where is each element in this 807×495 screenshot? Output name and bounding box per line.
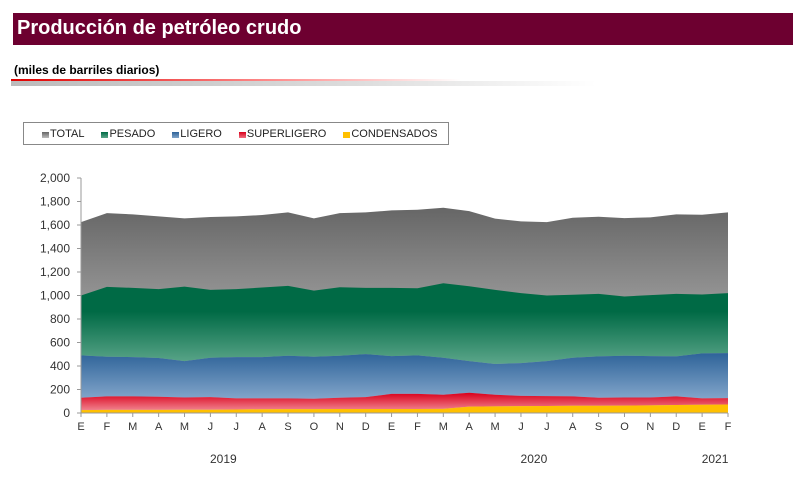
legend-swatch [42, 131, 49, 138]
x-tick-label: M [490, 421, 499, 433]
x-tick-label: J [544, 421, 550, 433]
x-tick-label: J [208, 421, 214, 433]
area-superligero [81, 392, 728, 411]
y-tick-label: 400 [50, 359, 70, 373]
area-pesado [81, 283, 728, 365]
y-tick-label: 800 [50, 312, 70, 326]
x-tick-label: E [698, 421, 705, 433]
x-tick-label: D [672, 421, 680, 433]
x-tick-label: M [439, 421, 448, 433]
y-tick-label: 1,400 [40, 242, 70, 256]
x-tick-label: N [646, 421, 654, 433]
x-tick-label: S [284, 421, 291, 433]
legend-swatch [172, 131, 180, 138]
legend-label: LIGERO [180, 127, 222, 140]
y-tick-label: 1,000 [40, 289, 70, 303]
year-label: 2019 [210, 452, 237, 466]
divider-red [11, 79, 461, 81]
legend-item-pesado: PESADO [101, 128, 155, 140]
legend-item-total: TOTAL [42, 128, 84, 140]
x-tick-label: M [128, 421, 137, 433]
legend-label: PESADO [109, 127, 156, 140]
area-condensados [81, 404, 728, 413]
x-tick-label: F [104, 421, 111, 433]
title-bar: Producción de petróleo crudo [13, 13, 793, 45]
legend-swatch [238, 131, 246, 138]
x-tick-label: S [595, 421, 602, 433]
x-tick-label: M [180, 421, 189, 433]
legend-label: SUPERLIGERO [246, 127, 327, 140]
legend-label: TOTAL [50, 127, 85, 140]
y-tick-label: 1,200 [40, 265, 70, 279]
x-tick-label: E [77, 421, 84, 433]
divider-gray [11, 81, 596, 86]
y-tick-label: 0 [63, 406, 70, 420]
x-tick-label: J [234, 421, 240, 433]
x-tick-label: F [725, 421, 732, 433]
legend-item-superligero: SUPERLIGERO [238, 127, 327, 140]
x-tick-label: A [155, 421, 163, 433]
area-ligero [81, 353, 728, 399]
legend-item-ligero: LIGERO [172, 128, 222, 140]
x-tick-label: D [362, 421, 370, 433]
x-tick-label: J [518, 421, 524, 433]
x-tick-label: A [258, 421, 266, 433]
legend-swatch [343, 131, 351, 138]
year-label: 2020 [521, 452, 548, 466]
legend-swatch [101, 131, 109, 138]
page-title: Producción de petróleo crudo [17, 17, 302, 39]
y-tick-label: 200 [50, 383, 70, 397]
y-tick-label: 1,800 [40, 195, 70, 209]
year-label: 2021 [702, 452, 729, 466]
x-tick-label: A [466, 421, 474, 433]
x-tick-label: A [569, 421, 577, 433]
y-tick-label: 2,000 [40, 171, 70, 185]
x-tick-label: O [620, 421, 629, 433]
x-tick-label: N [336, 421, 344, 433]
x-tick-label: E [388, 421, 395, 433]
y-tick-label: 1,600 [40, 218, 70, 232]
legend-label: CONDENSADOS [351, 127, 438, 140]
legend-item-condensados: CONDENSADOS [343, 127, 438, 140]
y-tick-label: 600 [50, 336, 70, 350]
chart-subtitle: (miles de barriles diarios) [14, 63, 160, 77]
x-tick-label: F [414, 421, 421, 433]
x-tick-label: O [310, 421, 319, 433]
legend: TOTAL PESADO LIGERO SUPERLIGERO CONDENSA… [23, 122, 449, 145]
